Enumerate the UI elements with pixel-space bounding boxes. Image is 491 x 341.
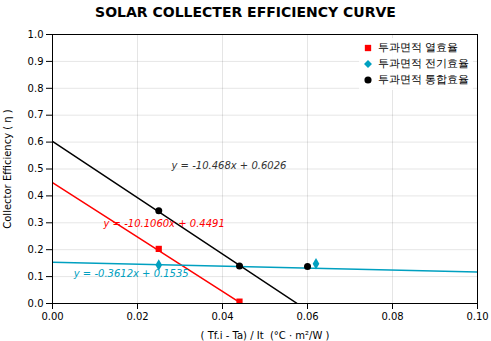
svg-text:0.00: 0.00 [41,311,63,322]
svg-text:1.0: 1.0 [28,29,44,40]
svg-text:0.8: 0.8 [28,83,44,94]
svg-text:0.5: 0.5 [28,163,44,174]
html-text:투과면적 전기효율: 투과면적 전기효율 [377,57,469,70]
svg-text:0.4: 0.4 [28,190,44,201]
html-text:SOLAR COLLECTER EFFICIENCY CUR: SOLAR COLLECTER EFFICIENCY CURVE [95,4,396,20]
svg-text:0.9: 0.9 [28,56,44,67]
svg-text:0.10: 0.10 [466,311,488,322]
svg-text:Collector Efficiency ( η ): Collector Efficiency ( η ) [2,109,13,229]
html-text:투과면적 통합효율: 투과면적 통합효율 [377,73,469,86]
svg-text:0.02: 0.02 [126,311,148,322]
svg-text:y = -10.1060x + 0.4491: y = -10.1060x + 0.4491 [103,218,225,229]
svg-text:0.06: 0.06 [296,311,318,322]
svg-text:y = -10.468x + 0.6026: y = -10.468x + 0.6026 [171,160,287,171]
svg-text:0.1: 0.1 [28,271,44,282]
svg-text:( Tf.i - Ta) / It (°C · m²/W: ( Tf.i - Ta) / It (°C · m²/W ) [201,330,330,341]
svg-text:0.08: 0.08 [381,311,403,322]
svg-text:0.6: 0.6 [28,136,44,147]
svg-text:y = -0.3612x + 0.1535: y = -0.3612x + 0.1535 [73,268,189,279]
svg-text:0.3: 0.3 [28,217,44,228]
svg-text:0.2: 0.2 [28,244,44,255]
svg-text:0.04: 0.04 [211,311,233,322]
svg-text:0.0: 0.0 [28,298,44,309]
html-text:투과면적 열효율: 투과면적 열효율 [377,41,458,54]
svg-text:0.7: 0.7 [28,109,44,120]
